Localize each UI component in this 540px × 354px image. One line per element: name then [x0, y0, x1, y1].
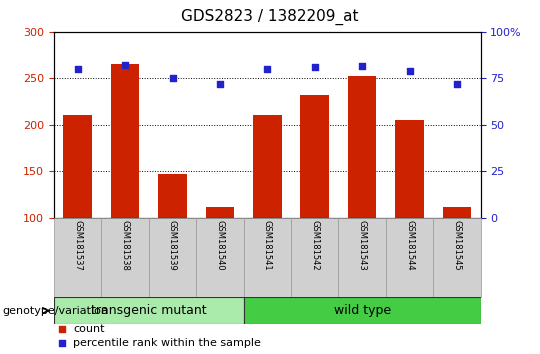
- Point: [58, 341, 66, 346]
- Text: GSM181537: GSM181537: [73, 220, 82, 271]
- Text: GSM181543: GSM181543: [357, 220, 367, 271]
- Bar: [244, 218, 291, 297]
- Text: transgenic mutant: transgenic mutant: [91, 304, 207, 317]
- Point: [310, 64, 319, 70]
- Text: GDS2823 / 1382209_at: GDS2823 / 1382209_at: [181, 9, 359, 25]
- Point: [358, 63, 367, 69]
- Bar: [64, 115, 92, 218]
- Point: [73, 66, 82, 72]
- Bar: [196, 218, 244, 297]
- Bar: [253, 115, 281, 218]
- Bar: [102, 218, 149, 297]
- Bar: [54, 297, 244, 324]
- Bar: [339, 218, 386, 297]
- Point: [453, 81, 461, 87]
- Text: GSM181541: GSM181541: [263, 220, 272, 271]
- Bar: [244, 297, 481, 324]
- Point: [263, 66, 272, 72]
- Bar: [348, 75, 376, 218]
- Bar: [158, 174, 187, 218]
- Text: GSM181544: GSM181544: [405, 220, 414, 271]
- Bar: [291, 218, 339, 297]
- Bar: [386, 218, 433, 297]
- Bar: [206, 207, 234, 218]
- Text: count: count: [73, 324, 104, 334]
- Text: GSM181545: GSM181545: [453, 220, 461, 271]
- Point: [121, 62, 130, 68]
- Point: [168, 75, 177, 81]
- Bar: [54, 218, 102, 297]
- Point: [58, 326, 66, 332]
- Text: GSM181540: GSM181540: [215, 220, 225, 271]
- Bar: [149, 218, 196, 297]
- Text: GSM181538: GSM181538: [120, 220, 130, 271]
- Point: [405, 68, 414, 74]
- Bar: [395, 120, 424, 218]
- Bar: [443, 207, 471, 218]
- Text: wild type: wild type: [334, 304, 390, 317]
- Point: [215, 81, 224, 87]
- Bar: [433, 218, 481, 297]
- Text: genotype/variation: genotype/variation: [3, 306, 109, 316]
- Text: GSM181542: GSM181542: [310, 220, 319, 271]
- Bar: [111, 64, 139, 218]
- Bar: [300, 95, 329, 218]
- Text: percentile rank within the sample: percentile rank within the sample: [73, 338, 261, 348]
- Text: GSM181539: GSM181539: [168, 220, 177, 271]
